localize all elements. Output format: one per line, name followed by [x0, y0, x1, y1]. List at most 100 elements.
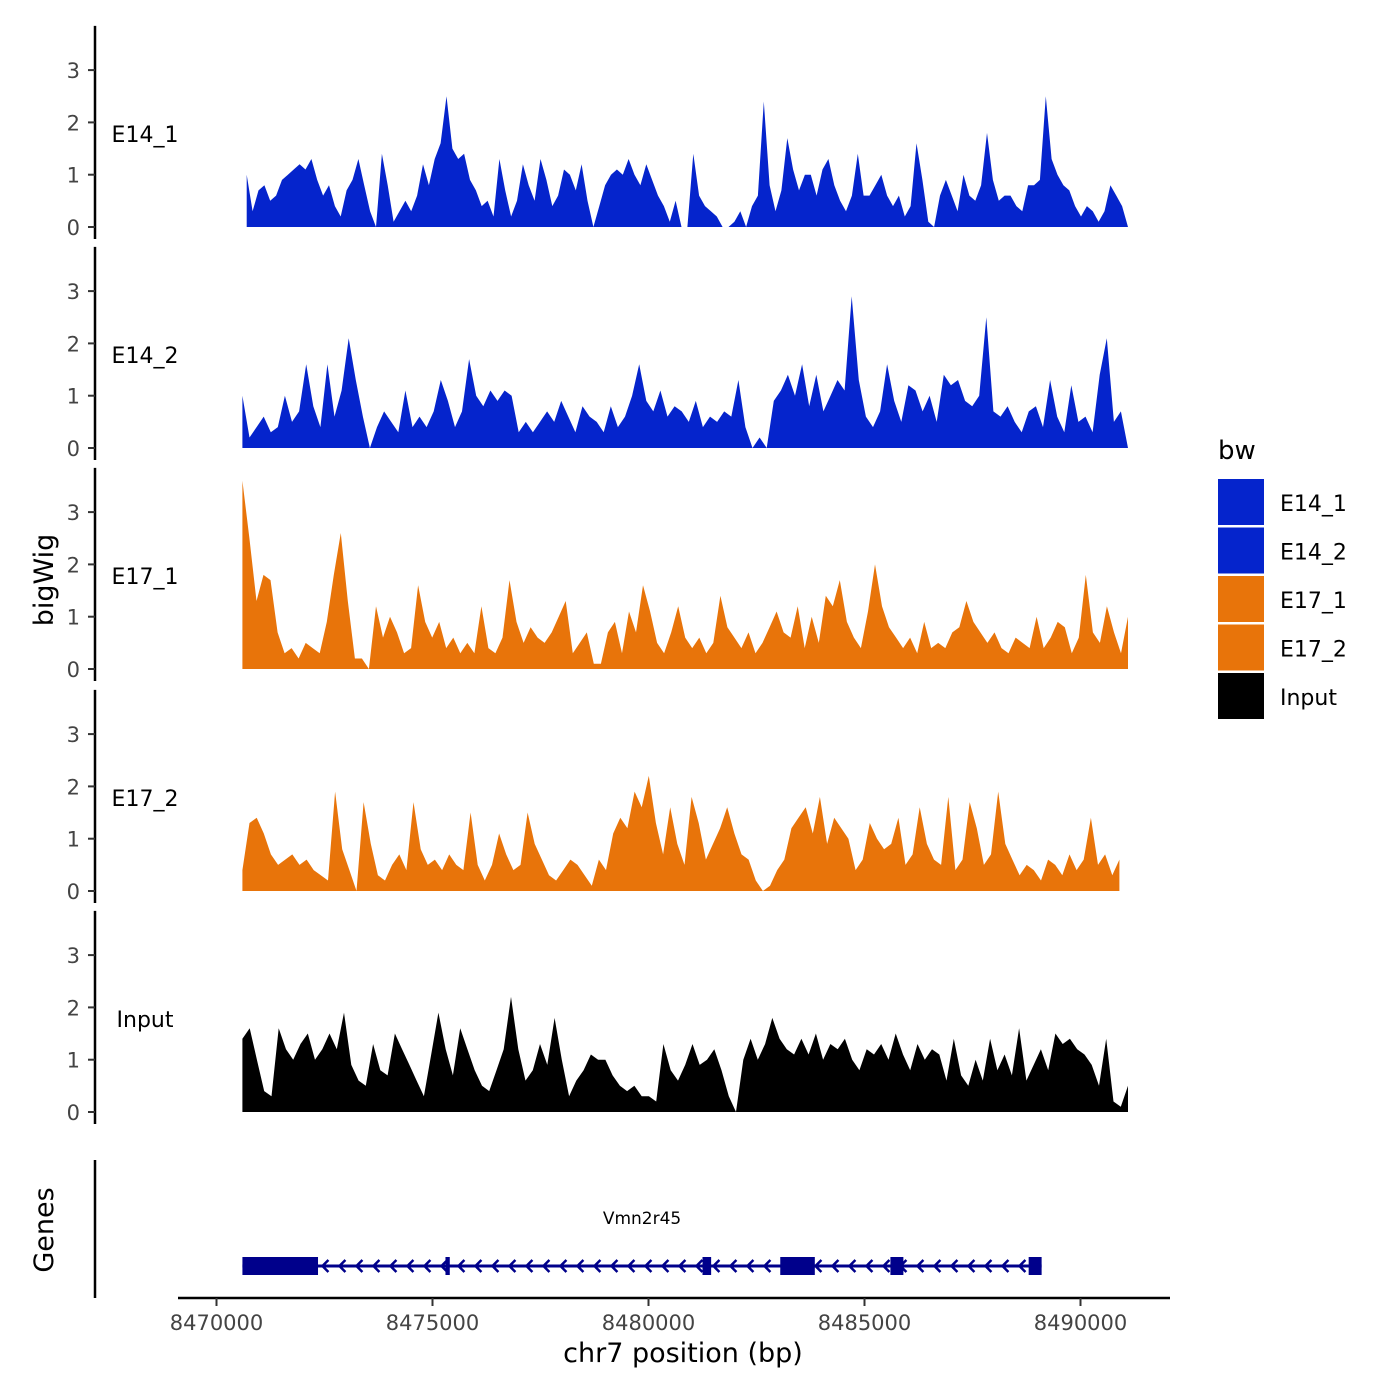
strand-arrow	[388, 1259, 398, 1273]
x-axis-label: chr7 position (bp)	[563, 1338, 803, 1369]
legend-entry-label: E17_1	[1280, 589, 1347, 614]
y-tick-label: 3	[67, 501, 80, 525]
strand-arrow	[881, 1259, 891, 1273]
strand-arrow	[711, 1259, 721, 1273]
signal-area	[242, 480, 1128, 669]
strand-arrow	[558, 1259, 568, 1273]
gene-exon	[890, 1257, 904, 1275]
gene-exon	[1028, 1257, 1042, 1275]
y-tick-label: 3	[67, 723, 80, 747]
track-input: 0 1 2 3 Input	[67, 910, 1128, 1125]
y-tick-label: 2	[67, 111, 80, 135]
gene-name-label: Vmn2r45	[603, 1209, 681, 1229]
strand-arrow	[405, 1259, 415, 1273]
signal-area	[242, 996, 1128, 1112]
strand-arrow	[847, 1259, 857, 1273]
legend-entry-label: E14_2	[1280, 541, 1347, 566]
strand-arrow	[762, 1259, 772, 1273]
strand-arrow	[490, 1259, 500, 1273]
strand-arrow	[694, 1259, 704, 1273]
strand-arrow	[864, 1259, 874, 1273]
y-tick-label: 0	[67, 1101, 80, 1125]
strand-arrow	[592, 1259, 602, 1273]
y-tick-label: 1	[67, 606, 80, 630]
track-label: E17_1	[112, 565, 179, 590]
x-tick-label: 8480000	[602, 1311, 696, 1335]
y-tick-label: 2	[67, 553, 80, 577]
strand-arrow	[915, 1259, 925, 1273]
track-e14-2: 0 1 2 3 E14_2	[67, 246, 1128, 461]
strand-arrow	[354, 1259, 364, 1273]
strand-arrow	[966, 1259, 976, 1273]
y-tick-label: 1	[67, 828, 80, 852]
y-tick-label: 0	[67, 437, 80, 461]
legend-swatch	[1218, 479, 1264, 525]
track-e14-1: 0 1 2 3 E14_1	[67, 25, 1128, 240]
gene-exon	[702, 1257, 712, 1275]
x-tick-label: 8490000	[1034, 1311, 1128, 1335]
strand-arrow	[1017, 1259, 1027, 1273]
x-axis: 8470000 8475000 8480000 8485000 8490000	[170, 1296, 1170, 1335]
strand-arrow	[337, 1259, 347, 1273]
strand-arrow	[660, 1259, 670, 1273]
strand-arrow	[609, 1259, 619, 1273]
strand-arrow	[371, 1259, 381, 1273]
signal-area	[242, 775, 1120, 891]
legend-title: bw	[1218, 436, 1256, 466]
track-label: E17_2	[112, 787, 179, 812]
gene-track: Vmn2r45	[93, 1160, 1042, 1298]
y-tick-label: 2	[67, 775, 80, 799]
strand-arrow	[677, 1259, 687, 1273]
y-tick-label: 1	[67, 1049, 80, 1073]
gene-exon	[780, 1257, 815, 1275]
x-tick-label: 8475000	[386, 1311, 480, 1335]
y-tick-label: 0	[67, 658, 80, 682]
signal-area	[242, 296, 1128, 448]
strand-arrow	[830, 1259, 840, 1273]
y-tick-label: 3	[67, 280, 80, 304]
x-tick-label: 8470000	[170, 1311, 264, 1335]
strand-arrow	[422, 1259, 432, 1273]
genes-axis-label: Genes	[29, 1187, 60, 1272]
strand-arrow	[1000, 1259, 1010, 1273]
strand-arrow	[728, 1259, 738, 1273]
track-e17-1: 0 1 2 3 E17_1	[67, 467, 1128, 682]
strand-arrow	[507, 1259, 517, 1273]
legend-entry-label: E17_2	[1280, 638, 1347, 663]
strand-arrow	[626, 1259, 636, 1273]
y-tick-label: 2	[67, 996, 80, 1020]
strand-arrow	[949, 1259, 959, 1273]
legend-entry-label: Input	[1280, 686, 1337, 711]
y-tick-label: 3	[67, 944, 80, 968]
y-tick-label: 0	[67, 880, 80, 904]
legend-swatch	[1218, 576, 1264, 622]
track-e17-2: 0 1 2 3 E17_2	[67, 689, 1120, 904]
track-label: Input	[117, 1008, 174, 1033]
gene-exon	[242, 1257, 319, 1275]
y-tick-label: 2	[67, 332, 80, 356]
strand-arrow	[456, 1259, 466, 1273]
legend-swatch	[1218, 624, 1264, 671]
x-tick-label: 8485000	[818, 1311, 912, 1335]
y-tick-label: 1	[67, 164, 80, 188]
track-label: E14_2	[112, 344, 179, 369]
y-tick-label: 1	[67, 385, 80, 409]
strand-arrow	[439, 1259, 449, 1273]
strand-arrow	[320, 1259, 330, 1273]
track-label: E14_1	[112, 123, 179, 148]
y-tick-label: 0	[67, 216, 80, 240]
strand-arrow	[813, 1259, 823, 1273]
legend-swatch	[1218, 673, 1264, 719]
legend-entry-label: E14_1	[1280, 492, 1347, 517]
legend: bw E14_1 E14_2 E17_1 E17_2 Input	[1218, 436, 1347, 719]
strand-arrow	[983, 1259, 993, 1273]
legend-swatch	[1218, 527, 1264, 574]
strand-arrow	[932, 1259, 942, 1273]
gene-exon	[445, 1257, 450, 1275]
strand-arrow	[643, 1259, 653, 1273]
signal-area	[246, 96, 1128, 227]
track-panels: 0 1 2 3 E14_1 0 1 2 3 E14_2 0 1 2 3 E17_1 0 1 2 3 E17_2 0 1 2 3…	[67, 25, 1128, 1125]
strand-arrow	[575, 1259, 585, 1273]
strand-arrow	[745, 1259, 755, 1273]
